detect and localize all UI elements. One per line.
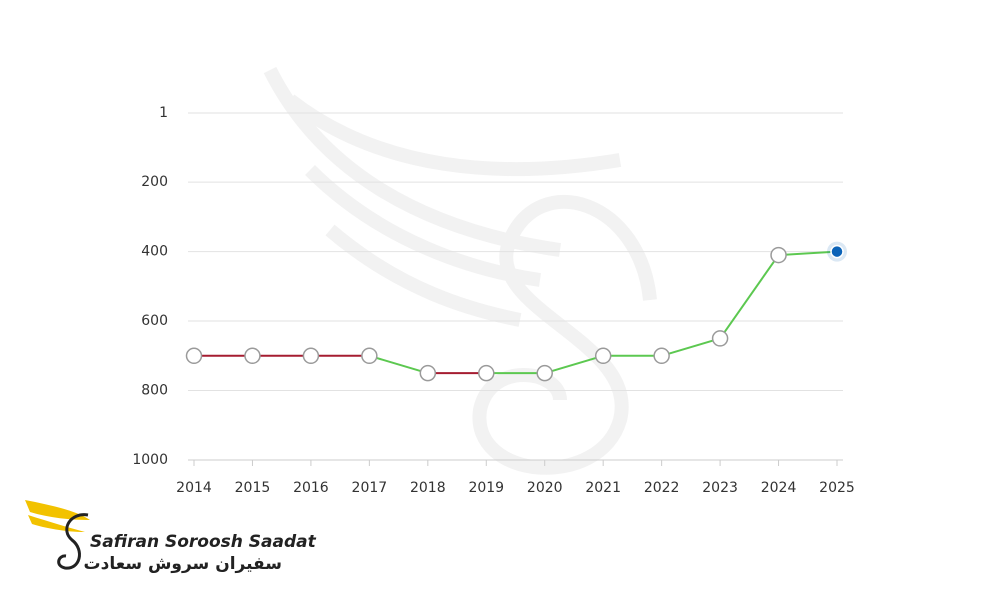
y-tick-label: 200 xyxy=(141,174,168,190)
marker xyxy=(770,246,787,264)
watermark xyxy=(263,66,657,475)
marker xyxy=(302,347,320,365)
x-tick-label: 2019 xyxy=(468,480,504,496)
x-tick-label: 2021 xyxy=(585,480,621,496)
x-tick-label: 2018 xyxy=(410,480,446,496)
x-tick-label: 2024 xyxy=(761,480,797,496)
logo: Safiran Soroosh Saadat سفیران سروش سعادت xyxy=(25,500,317,574)
y-tick-label: 1000 xyxy=(132,452,168,468)
x-tick-label: 2022 xyxy=(644,480,680,496)
y-tick-label: 400 xyxy=(141,244,168,260)
marker xyxy=(536,364,553,382)
marker xyxy=(594,347,612,365)
marker xyxy=(185,347,203,365)
line-segment xyxy=(369,354,429,375)
y-tick-label: 600 xyxy=(141,313,168,329)
logo-name-fa: سفیران سروش سعادت xyxy=(84,554,282,574)
marker xyxy=(419,364,437,382)
marker xyxy=(711,330,729,347)
logo-wing xyxy=(28,515,85,532)
x-tick-label: 2016 xyxy=(293,480,329,496)
marker xyxy=(361,347,378,365)
line-segment xyxy=(778,250,838,257)
y-tick-label: 1 xyxy=(159,105,168,121)
line-segment xyxy=(661,337,721,357)
x-tick-label: 2017 xyxy=(352,480,388,496)
marker xyxy=(244,347,261,365)
marker xyxy=(478,364,495,382)
x-tick-label: 2014 xyxy=(176,480,212,496)
highlight-marker xyxy=(830,244,844,259)
line-segment xyxy=(544,354,604,375)
x-tick-label: 2015 xyxy=(235,480,271,496)
x-tick-label: 2025 xyxy=(819,480,855,496)
y-tick-label: 800 xyxy=(141,383,168,399)
logo-swirl xyxy=(57,513,89,570)
logo-name: Safiran Soroosh Saadat xyxy=(90,532,317,552)
x-tick-label: 2023 xyxy=(702,480,738,496)
line-segment xyxy=(719,254,780,340)
logo-wing xyxy=(25,500,90,520)
marker xyxy=(653,347,670,365)
x-tick-label: 2020 xyxy=(527,480,563,496)
